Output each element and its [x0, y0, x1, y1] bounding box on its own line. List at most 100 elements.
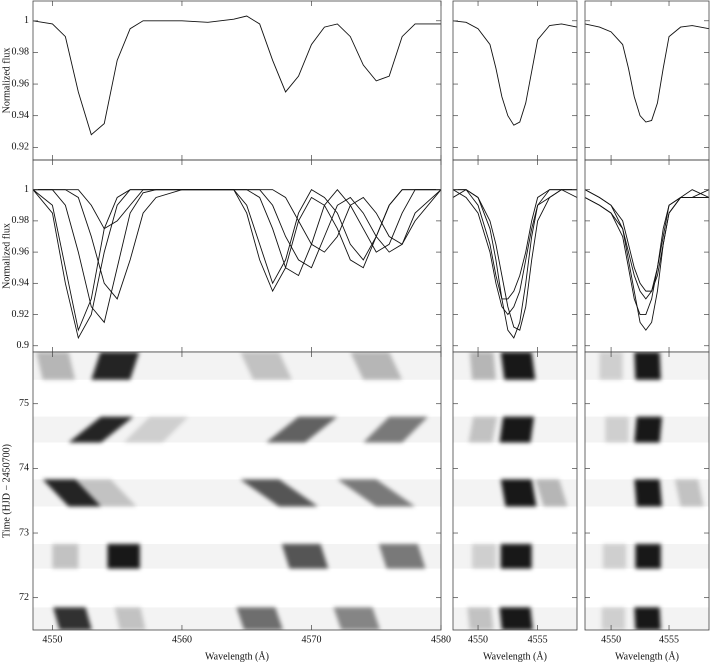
y-tick-label: 75 — [19, 398, 29, 409]
absorption-track — [605, 416, 629, 443]
y-tick-label: 73 — [19, 527, 29, 538]
panel — [584, 159, 710, 353]
absorption-track — [337, 479, 416, 507]
spectrum-line — [585, 189, 709, 292]
absorption-track — [599, 352, 623, 380]
absorption-features — [599, 352, 704, 630]
panel: 4550 4555 Wavelength (Å) — [584, 351, 710, 662]
plot-area — [585, 189, 709, 331]
spectrum-line — [33, 15, 441, 136]
spectrum-line — [585, 23, 709, 123]
plot-area — [585, 23, 709, 123]
panel-frame — [32, 159, 442, 353]
spectrum-line — [33, 188, 441, 324]
absorption-track — [114, 607, 146, 630]
y-axis-label: Normalized flux — [1, 223, 12, 289]
absorption-track — [266, 416, 338, 443]
panel: 4550 4560 4570 4580 72 73 74 75 Wavelength (Å) Ti… — [1, 351, 451, 662]
y-tick-label: 1 — [24, 184, 29, 195]
panel — [452, 0, 578, 161]
panel: 0.9 0.92 0.94 0.96 0.98 1 Normalized flux — [1, 159, 442, 353]
absorption-track — [500, 544, 532, 569]
panel — [584, 0, 710, 161]
absorption-track — [674, 479, 704, 507]
panel-frame — [452, 159, 578, 353]
plot-area — [453, 20, 577, 126]
y-tick-label: 0.9 — [17, 340, 30, 351]
y-tick-label: 0.98 — [12, 215, 30, 226]
absorption-track — [500, 479, 537, 507]
absorption-track — [36, 352, 76, 380]
y-tick-label: 0.92 — [12, 309, 30, 320]
x-tick-label: 4570 — [301, 634, 321, 645]
panel-frame — [452, 351, 578, 631]
spectrum-line — [453, 189, 577, 339]
absorption-track — [123, 416, 189, 443]
plot-area — [585, 352, 709, 630]
absorption-track — [634, 479, 663, 507]
absorption-track — [281, 544, 329, 569]
x-tick-label: 4555 — [528, 634, 548, 645]
panel-frame — [584, 0, 710, 161]
plot-area — [453, 189, 577, 339]
plot-area — [453, 352, 577, 630]
y-tick-label: 0.92 — [12, 142, 30, 153]
x-tick-label: 4580 — [431, 634, 451, 645]
panel — [452, 159, 578, 353]
absorption-track — [634, 352, 661, 380]
x-tick-label: 4550 — [42, 634, 62, 645]
y-tick-label: 0.98 — [12, 47, 30, 58]
spectrum-line — [585, 189, 709, 300]
x-tick-label: 4550 — [601, 634, 621, 645]
spectrum-line — [453, 189, 577, 300]
y-tick-label: 0.96 — [12, 246, 30, 257]
x-axis-label: Wavelength (Å) — [615, 650, 679, 662]
y-tick-label: 72 — [19, 592, 29, 603]
x-tick-label: 4555 — [659, 634, 679, 645]
absorption-track — [53, 607, 92, 630]
absorption-features — [467, 352, 568, 630]
spectrum-line — [33, 189, 441, 340]
absorption-track — [601, 607, 625, 630]
absorption-track — [363, 416, 428, 443]
spectrum-line — [33, 189, 441, 332]
y-axis-label: Time (HJD − 2450700) — [1, 444, 12, 538]
absorption-track — [333, 607, 381, 630]
absorption-track — [499, 607, 533, 630]
absorption-track — [634, 607, 661, 630]
y-tick-label: 0.94 — [12, 110, 30, 121]
panel-frame — [584, 159, 710, 353]
absorption-track — [635, 544, 661, 569]
absorption-track — [236, 607, 283, 630]
absorption-track — [535, 479, 568, 507]
absorption-track — [378, 544, 426, 569]
plot-area — [33, 352, 441, 630]
spectrum-line — [453, 189, 577, 316]
absorption-track — [68, 416, 134, 443]
panel-frame — [32, 351, 442, 631]
absorption-track — [240, 479, 318, 507]
absorption-track — [42, 479, 101, 507]
spectrum-line — [585, 189, 709, 315]
absorption-track — [500, 352, 536, 380]
y-tick-label: 1 — [24, 15, 29, 26]
spectrum-line — [453, 20, 577, 126]
absorption-track — [107, 544, 140, 569]
absorption-track — [467, 607, 494, 630]
y-axis-label: Normalized flux — [1, 48, 12, 114]
absorption-track — [350, 352, 403, 380]
y-tick-label: 0.96 — [12, 78, 30, 89]
panel: 0.92 0.94 0.96 0.98 1 Normalized flux — [1, 0, 442, 161]
absorption-track — [469, 352, 496, 380]
x-axis-label: Wavelength (Å) — [205, 650, 269, 662]
observation-block — [33, 544, 441, 569]
x-tick-label: 4550 — [468, 634, 488, 645]
panel: 4550 4555 Wavelength (Å) — [452, 351, 578, 662]
spectrum-line — [33, 189, 441, 253]
panel-frame — [32, 0, 442, 161]
absorption-track — [472, 544, 496, 569]
absorption-features — [36, 352, 428, 630]
x-tick-label: 4560 — [172, 634, 192, 645]
